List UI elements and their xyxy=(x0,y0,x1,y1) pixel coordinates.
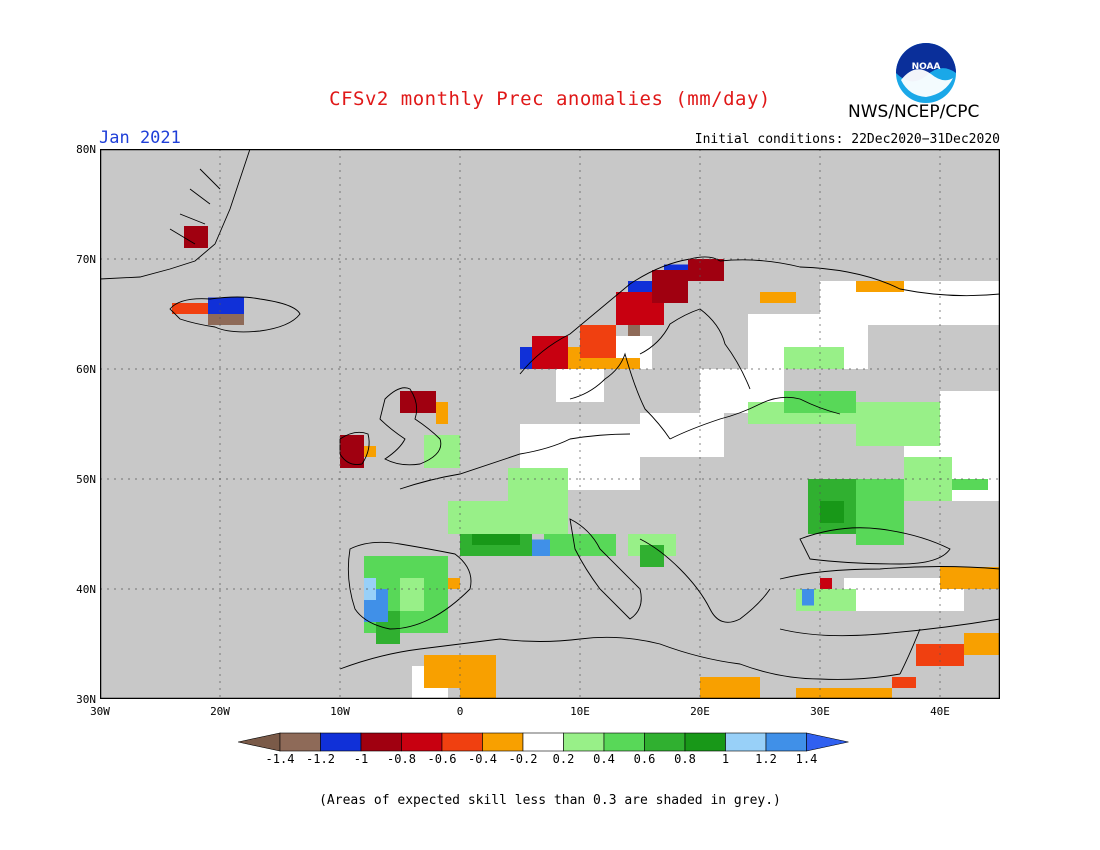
anomaly-cell-light-green xyxy=(424,435,460,468)
colorbar-tick-label: 1.2 xyxy=(755,752,777,766)
anomaly-cell-light-blue xyxy=(364,578,376,600)
anomaly-cell-dark-red xyxy=(652,270,688,303)
anomaly-cell-dark-red xyxy=(184,226,208,248)
anomaly-cell-white xyxy=(580,369,592,391)
colorbar-tick-label: -0.6 xyxy=(427,752,457,766)
anomaly-cell-orange-red xyxy=(892,677,916,688)
colorbar-arrow-right xyxy=(806,732,849,752)
colorbar-tick-label: -1 xyxy=(353,752,369,766)
colorbar-swatch xyxy=(401,732,443,752)
anomaly-cell-sky-blue xyxy=(802,589,814,606)
colorbar-tick-label: 1 xyxy=(721,752,730,766)
anomaly-cell-orange xyxy=(700,677,760,699)
colorbar-swatch xyxy=(644,732,686,752)
colorbar-swatch xyxy=(563,732,605,752)
colorbar-tick-label: -0.2 xyxy=(508,752,538,766)
logo-text: NOAA xyxy=(912,62,941,72)
anomaly-cell-white xyxy=(640,413,724,457)
colorbar-swatch xyxy=(603,732,645,752)
anomaly-cell-orange xyxy=(424,655,460,688)
anomaly-cell-orange xyxy=(964,633,1000,655)
colorbar-tick-label: 0.2 xyxy=(552,752,575,766)
colorbar-tick-label: -0.8 xyxy=(387,752,416,766)
anomaly-cell-orange xyxy=(940,567,1000,589)
anomaly-cell-green xyxy=(544,534,616,556)
anomaly-cell-blue xyxy=(208,297,244,314)
colorbar-swatch xyxy=(482,732,524,752)
lat-label-50n: 50N xyxy=(76,473,96,486)
colorbar-swatch xyxy=(441,732,483,752)
colorbar-swatch xyxy=(765,732,807,752)
colorbar-arrow-left xyxy=(238,732,281,752)
anomaly-cell-dark-red xyxy=(688,259,724,281)
anomaly-cell-orange-red xyxy=(172,303,208,314)
anomaly-cell-white xyxy=(820,281,1000,325)
lon-label-20w: 20W xyxy=(210,705,230,718)
anomaly-cell-light-green xyxy=(856,402,940,446)
anomaly-cell-light-green xyxy=(448,501,568,534)
anomaly-cell-red xyxy=(820,578,832,589)
forecast-month: Jan 2021 xyxy=(99,128,181,148)
anomaly-cell-sky-blue xyxy=(532,539,550,556)
colorbar-tick-label: 0.4 xyxy=(593,752,615,766)
colorbar-swatch xyxy=(360,732,402,752)
colorbar-swatch xyxy=(320,732,362,752)
anomaly-cell-white xyxy=(940,391,1000,446)
lon-label-10w: 10W xyxy=(330,705,350,718)
lat-label-40n: 40N xyxy=(76,583,96,596)
anomaly-cell-orange-red xyxy=(580,325,616,358)
colorbar-swatch xyxy=(279,732,321,752)
anomaly-cell-light-green xyxy=(400,578,424,611)
anomaly-cell-orange xyxy=(448,578,460,589)
colorbar-swatch xyxy=(522,732,564,752)
colorbar xyxy=(238,732,849,752)
anomaly-cell-orange xyxy=(436,402,448,424)
lat-label-60n: 60N xyxy=(76,363,96,376)
lon-label-10e: 10E xyxy=(570,705,590,718)
map-frame xyxy=(100,149,1000,699)
initial-conditions: Initial conditions: 22Dec2020−31Dec2020 xyxy=(694,132,1000,147)
anomaly-cell-orange xyxy=(364,446,376,457)
skill-footnote: (Areas of expected skill less than 0.3 a… xyxy=(319,793,781,808)
colorbar-tick-label: -1.4 xyxy=(265,752,295,766)
anomaly-cell-orange xyxy=(856,281,904,292)
lon-label-30e: 30E xyxy=(810,705,830,718)
anomaly-cell-green xyxy=(952,479,988,490)
lat-label-30n: 30N xyxy=(76,693,96,706)
anomaly-cell-orange xyxy=(760,292,796,303)
lon-label-30w: 30W xyxy=(90,705,110,718)
anomaly-cell-red xyxy=(532,336,568,369)
colorbar-swatch xyxy=(684,732,726,752)
colorbar-tick-label: 1.4 xyxy=(795,752,818,766)
colorbar-tick-label: -0.4 xyxy=(468,752,497,766)
lon-label-40e: 40E xyxy=(930,705,950,718)
anomaly-cell-orange xyxy=(460,655,496,699)
agency-label: NWS/NCEP/CPC xyxy=(848,102,980,122)
anomaly-cells xyxy=(172,226,1000,699)
anomaly-cell-light-green xyxy=(508,468,568,501)
colorbar-tick-label: -1.2 xyxy=(306,752,335,766)
colorbar-tick-label: 0.8 xyxy=(674,752,696,766)
anomaly-cell-green xyxy=(856,479,904,545)
colorbar-tick-label: 0.6 xyxy=(633,752,656,766)
anomaly-cell-brown xyxy=(208,314,244,325)
anomaly-cell-dark-red xyxy=(340,435,364,468)
chart-title: CFSv2 monthly Prec anomalies (mm/day) xyxy=(329,88,771,110)
noaa-logo: NOAA xyxy=(896,43,956,103)
anomaly-cell-light-green xyxy=(784,347,844,369)
lat-label-70n: 70N xyxy=(76,253,96,266)
anomaly-cell-orange xyxy=(796,688,892,699)
lat-label-80n: 80N xyxy=(76,143,96,156)
anomaly-cell-brown xyxy=(628,325,640,336)
lon-label-20e: 20E xyxy=(690,705,710,718)
lon-label-0: 0 xyxy=(456,705,464,718)
anomaly-cell-mid-green xyxy=(640,545,664,567)
anomaly-cell-dark-green xyxy=(820,501,844,523)
gridlines xyxy=(100,149,1000,699)
anomaly-cell-dark-red xyxy=(400,391,436,413)
precip-anomaly-map xyxy=(100,149,1000,699)
colorbar-swatch xyxy=(725,732,767,752)
coastlines xyxy=(100,149,1000,680)
